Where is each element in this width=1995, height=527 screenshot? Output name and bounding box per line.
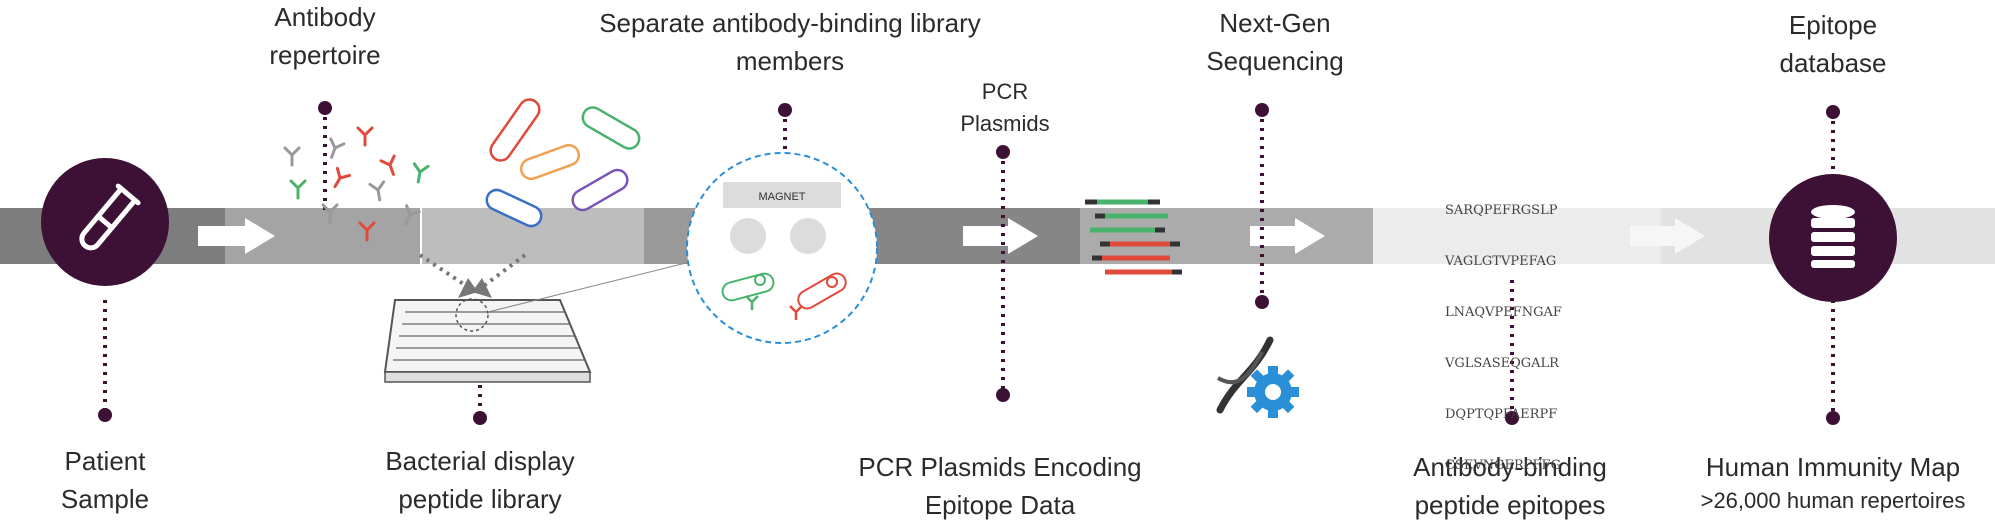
label-line: Next-Gen	[1219, 8, 1331, 38]
magnet-separation-panel: MAGNET	[686, 152, 878, 344]
plate-input-arrows	[418, 253, 527, 298]
arrow-icon	[1250, 218, 1325, 254]
epitope-db-label: Epitope database	[1753, 6, 1913, 82]
arrow-icon	[963, 218, 1038, 254]
epitope-database-icon	[1769, 174, 1897, 302]
bacteria-icons	[485, 98, 641, 228]
database-icon	[1811, 205, 1855, 268]
test-tube-icon	[79, 183, 141, 251]
pcr-plasmids-top-label: PCR Plasmids	[940, 76, 1070, 140]
dotted-connectors	[98, 101, 1840, 425]
epitope-sequence-list: SARQPEFRGSLP VAGLGTVPEFAG LNAQVPEFNGAF V…	[1445, 168, 1562, 491]
label-line: Epitope	[1788, 10, 1878, 40]
label-line: Plasmids	[960, 111, 1050, 136]
label-line: PCR Plasmids Encoding	[858, 452, 1142, 482]
separate-label: Separate antibody-binding library member…	[560, 4, 1020, 80]
label-line: peptide epitopes	[1414, 490, 1606, 520]
label-line: Patient	[64, 446, 146, 476]
immunity-map-label: Human Immunity Map >26,000 human reperto…	[1673, 448, 1993, 516]
dna-gear-icon	[1216, 336, 1299, 418]
magnet-label: MAGNET	[758, 191, 805, 203]
patient-sample-label: Patient Sample	[25, 442, 185, 518]
well-plate-icon	[383, 261, 691, 383]
label-line: repertoire	[269, 40, 381, 70]
pcr-plasmids-bottom-label: PCR Plasmids Encoding Epitope Data	[840, 448, 1160, 524]
sequence-item: SARQPEFRGSLP	[1445, 203, 1558, 218]
label-line: peptide library	[398, 484, 562, 514]
antibody-repertoire-label: Antibody repertoire	[255, 0, 395, 74]
flow-arrows	[198, 218, 1705, 254]
epitopes-label: Antibody-binding peptide epitopes	[1360, 448, 1660, 524]
label-line: PCR	[981, 79, 1029, 104]
label-line: Sequencing	[1206, 46, 1344, 76]
sequence-item: DQPTQPFAERPF	[1445, 407, 1558, 422]
label-line: members	[735, 46, 845, 76]
sequence-item: VAGLGTVPEFAG	[1445, 254, 1557, 269]
sequence-item: LNAQVPEFNGAF	[1445, 305, 1562, 320]
label-line: Epitope Data	[924, 490, 1076, 520]
arrow-icon	[198, 218, 275, 254]
label-line: Antibody	[274, 2, 376, 32]
label-line: >26,000 human repertoires	[1700, 488, 1966, 513]
label-line: Sample	[60, 484, 150, 514]
arrow-icon	[1630, 218, 1705, 254]
label-line: Antibody-binding	[1413, 452, 1607, 482]
label-line: Separate antibody-binding library	[599, 8, 981, 38]
bacterial-library-label: Bacterial display peptide library	[360, 442, 600, 518]
label-line: Human Immunity Map	[1705, 452, 1961, 482]
sequencing-reads-icon	[1085, 199, 1182, 275]
label-line: Bacterial display	[385, 446, 575, 476]
antibody-icons	[283, 126, 430, 242]
patient-sample-icon	[41, 158, 169, 286]
sequence-item: CSEVNGERPFFG	[1445, 458, 1561, 473]
ngs-label: Next-Gen Sequencing	[1185, 4, 1365, 80]
label-line: database	[1779, 48, 1887, 78]
sequence-item: VGLSASEQGALR	[1445, 356, 1559, 371]
